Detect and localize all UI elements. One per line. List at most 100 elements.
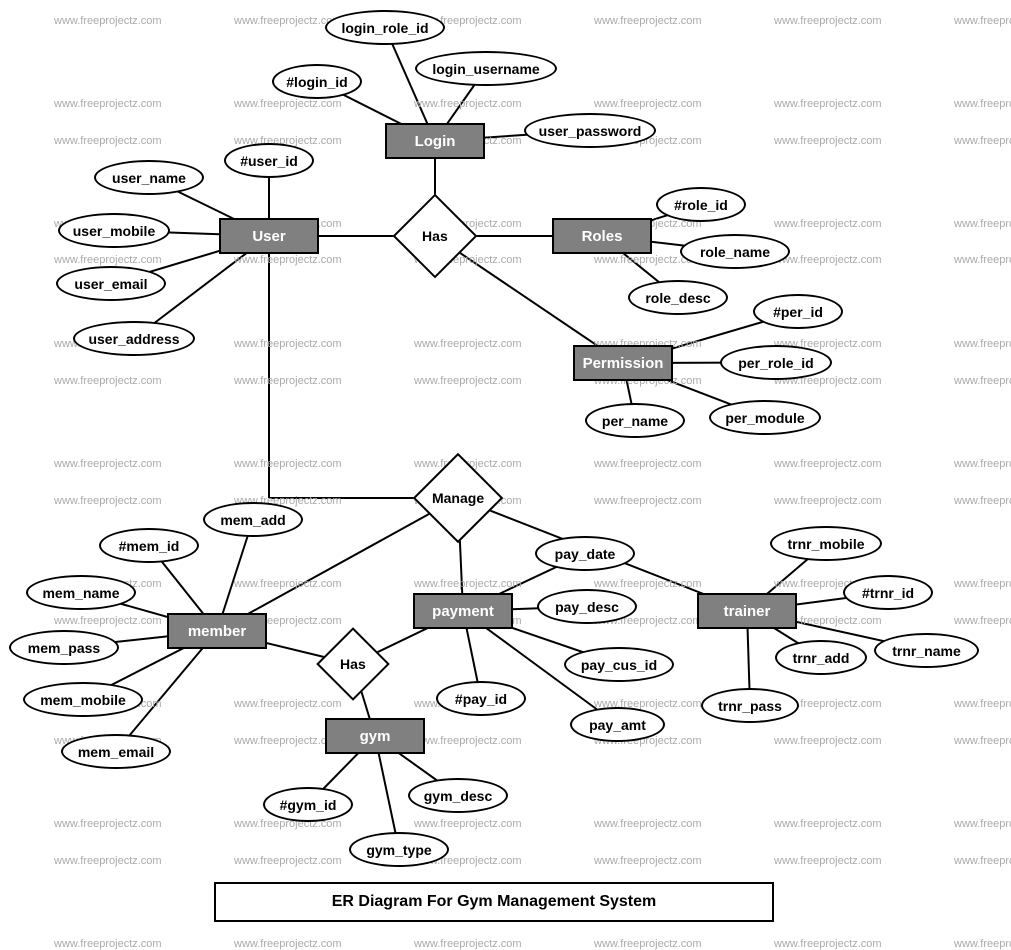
relationship-label: Has (422, 228, 448, 244)
entity-roles: Roles (552, 218, 652, 254)
attribute-login_username: login_username (415, 51, 557, 86)
watermark: www.freeprojectz.com (774, 254, 882, 266)
diagram-title: ER Diagram For Gym Management System (214, 882, 774, 922)
attribute-user_password: user_password (524, 113, 656, 148)
watermark: www.freeprojectz.c (954, 578, 1011, 590)
watermark: www.freeprojectz.com (234, 98, 342, 110)
watermark: www.freeprojectz.com (54, 495, 162, 507)
watermark: www.freeprojectz.com (414, 578, 522, 590)
watermark: www.freeprojectz.com (54, 375, 162, 387)
watermark: www.freeprojectz.com (594, 818, 702, 830)
attribute-mem_add: mem_add (203, 502, 303, 537)
relationship-label: Has (340, 656, 366, 672)
attribute-trnr_name: trnr_name (874, 633, 979, 668)
watermark: www.freeprojectz.com (594, 15, 702, 27)
attribute-trnr_mobile: trnr_mobile (770, 526, 882, 561)
watermark: www.freeprojectz.c (954, 218, 1011, 230)
watermark: www.freeprojectz.com (774, 458, 882, 470)
watermark: www.freeprojectz.c (954, 135, 1011, 147)
attribute-gym_id: #gym_id (263, 787, 353, 822)
watermark: www.freeprojectz.com (774, 938, 882, 950)
watermark: www.freeprojectz.c (954, 15, 1011, 27)
watermark: www.freeprojectz.com (234, 254, 342, 266)
watermark: www.freeprojectz.com (594, 495, 702, 507)
watermark: www.freeprojectz.c (954, 818, 1011, 830)
watermark: www.freeprojectz.com (414, 98, 522, 110)
watermark: www.freeprojectz.com (774, 98, 882, 110)
entity-payment: payment (413, 593, 513, 629)
attribute-mem_name: mem_name (26, 575, 136, 610)
watermark: www.freeprojectz.c (954, 938, 1011, 950)
attribute-pay_cus_id: pay_cus_id (564, 647, 674, 682)
watermark: www.freeprojectz.com (594, 855, 702, 867)
watermark: www.freeprojectz.com (594, 578, 702, 590)
er-diagram-canvas: www.freeprojectz.com www.freeprojectz.com… (0, 0, 1011, 941)
attribute-gym_type: gym_type (349, 832, 449, 867)
attribute-pay_amt: pay_amt (570, 707, 665, 742)
watermark: www.freeprojectz.com (234, 938, 342, 950)
watermark: www.freeprojectz.com (594, 98, 702, 110)
entity-gym: gym (325, 718, 425, 754)
attribute-trnr_pass: trnr_pass (701, 688, 799, 723)
attribute-role_desc: role_desc (628, 280, 728, 315)
watermark: www.freeprojectz.com (54, 855, 162, 867)
watermark: www.freeprojectz.com (414, 375, 522, 387)
watermark: www.freeprojectz.com (594, 458, 702, 470)
watermark: www.freeprojectz.com (234, 855, 342, 867)
watermark: www.freeprojectz.c (954, 458, 1011, 470)
attribute-login_role_id: login_role_id (325, 10, 445, 45)
entity-login: Login (385, 123, 485, 159)
watermark: www.freeprojectz.com (414, 735, 522, 747)
attribute-user_address: user_address (73, 321, 195, 356)
watermark: www.freeprojectz.com (54, 135, 162, 147)
watermark: www.freeprojectz.c (954, 698, 1011, 710)
watermark: www.freeprojectz.com (774, 135, 882, 147)
entity-trainer: trainer (697, 593, 797, 629)
attribute-per_name: per_name (585, 403, 685, 438)
watermark: www.freeprojectz.com (54, 458, 162, 470)
entity-member: member (167, 613, 267, 649)
attribute-per_module: per_module (709, 400, 821, 435)
watermark: www.freeprojectz.c (954, 338, 1011, 350)
watermark: www.freeprojectz.com (774, 818, 882, 830)
attribute-per_role_id: per_role_id (720, 345, 832, 380)
watermark: www.freeprojectz.c (954, 375, 1011, 387)
watermark: www.freeprojectz.com (234, 698, 342, 710)
attribute-mem_email: mem_email (61, 734, 171, 769)
watermark: www.freeprojectz.com (54, 98, 162, 110)
attribute-user_id: #user_id (224, 143, 314, 178)
attribute-mem_id: #mem_id (99, 528, 199, 563)
watermark: www.freeprojectz.com (414, 338, 522, 350)
relationship-label: Manage (432, 490, 484, 506)
watermark: www.freeprojectz.com (234, 458, 342, 470)
attribute-trnr_add: trnr_add (775, 640, 867, 675)
attribute-mem_mobile: mem_mobile (23, 682, 143, 717)
watermark: www.freeprojectz.com (774, 495, 882, 507)
watermark: www.freeprojectz.c (954, 254, 1011, 266)
watermark: www.freeprojectz.com (414, 818, 522, 830)
watermark: www.freeprojectz.com (54, 15, 162, 27)
watermark: www.freeprojectz.com (774, 735, 882, 747)
watermark: www.freeprojectz.com (54, 254, 162, 266)
attribute-pay_date: pay_date (535, 536, 635, 571)
entity-user: User (219, 218, 319, 254)
attribute-per_id: #per_id (753, 294, 843, 329)
watermark: www.freeprojectz.com (54, 818, 162, 830)
attribute-pay_desc: pay_desc (537, 589, 637, 624)
watermark: www.freeprojectz.com (234, 338, 342, 350)
attribute-role_id: #role_id (656, 187, 746, 222)
watermark: www.freeprojectz.c (954, 98, 1011, 110)
watermark: www.freeprojectz.com (774, 218, 882, 230)
watermark: www.freeprojectz.com (234, 578, 342, 590)
watermark: www.freeprojectz.c (954, 735, 1011, 747)
watermark: www.freeprojectz.com (774, 15, 882, 27)
attribute-gym_desc: gym_desc (408, 778, 508, 813)
watermark: www.freeprojectz.com (594, 938, 702, 950)
attribute-role_name: role_name (680, 234, 790, 269)
watermark: www.freeprojectz.com (774, 855, 882, 867)
attribute-user_mobile: user_mobile (58, 213, 170, 248)
attribute-mem_pass: mem_pass (9, 630, 119, 665)
attribute-trnr_id: #trnr_id (843, 575, 933, 610)
watermark: www.freeprojectz.com (54, 615, 162, 627)
watermark: www.freeprojectz.com (414, 938, 522, 950)
